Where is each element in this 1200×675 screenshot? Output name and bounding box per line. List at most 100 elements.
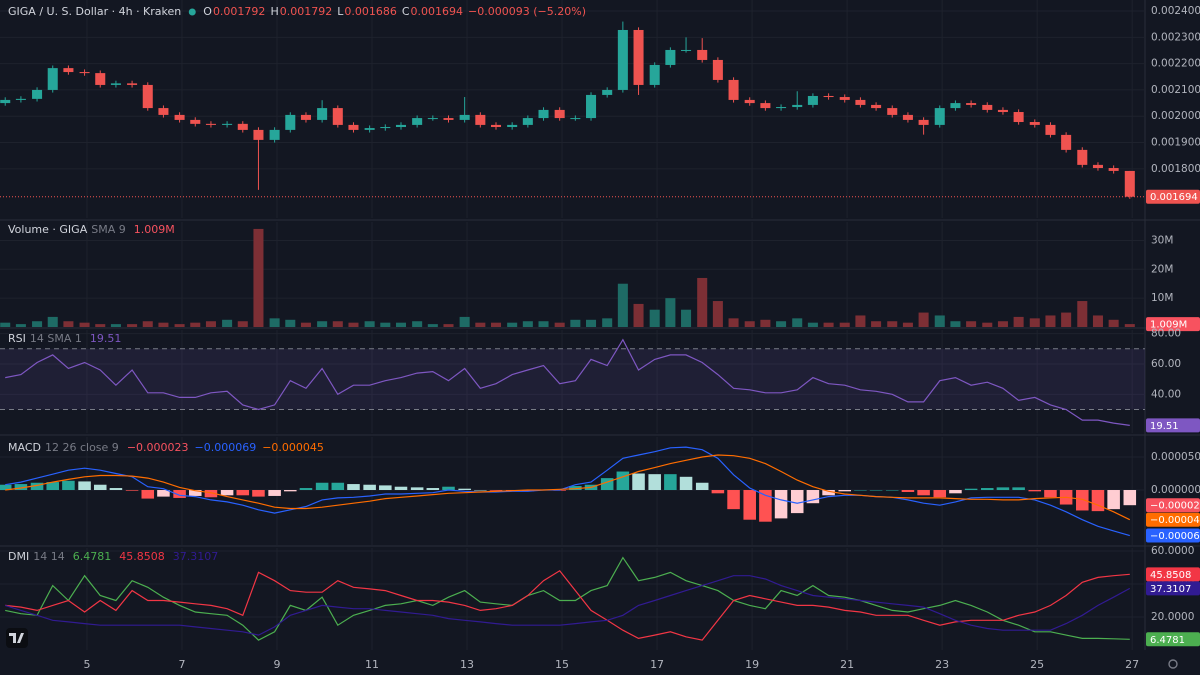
legend-text: 6.4781	[73, 550, 112, 563]
volume-bar	[633, 303, 644, 327]
legend-text: −0.000069	[195, 441, 257, 454]
volume-bar	[855, 315, 866, 327]
y-tick-label: 0.002300	[1151, 31, 1200, 43]
volume-bar	[15, 324, 26, 327]
macd-histogram-bar	[838, 490, 852, 492]
tradingview-logo	[6, 628, 28, 648]
price-tag-label: 0.001694	[1150, 192, 1198, 203]
x-tick-label: 25	[1030, 658, 1044, 671]
candle-body	[364, 128, 375, 130]
candle-body	[570, 118, 581, 120]
volume-bar	[142, 321, 153, 327]
macd-histogram-bar	[474, 490, 487, 491]
macd-line	[5, 446, 1130, 537]
status-dot	[188, 8, 196, 16]
y-tick-label: 0.001800	[1151, 163, 1200, 175]
settings-button[interactable]	[1168, 659, 1178, 669]
macd-histogram-bar	[220, 490, 234, 496]
macd-histogram-bar	[1107, 490, 1120, 510]
legend-text: 37.3107	[173, 550, 219, 563]
macd-histogram-bar	[917, 490, 930, 496]
candle-body	[697, 49, 708, 60]
volume-bar	[253, 228, 264, 327]
legend-text: RSI	[8, 332, 26, 345]
volume-bar	[1108, 319, 1119, 327]
y-tick-label: 0.000050	[1151, 451, 1200, 463]
volume-bar	[412, 321, 423, 327]
volume-bar	[285, 319, 296, 327]
candle-body	[443, 118, 454, 120]
macd-histogram-bar	[695, 482, 709, 491]
candle-body	[300, 114, 311, 120]
candle-body	[32, 89, 43, 99]
legend-text: 0.001792	[280, 5, 333, 18]
macd-histogram-bar	[0, 484, 12, 491]
volume-bar	[475, 322, 486, 327]
y-tick-label: 0.001900	[1151, 137, 1200, 149]
volume-bar	[174, 324, 185, 327]
candle-body	[649, 64, 660, 85]
macd-histogram-bar	[569, 486, 582, 491]
legend-text: H	[270, 5, 278, 18]
y-tick-label: 20M	[1151, 263, 1173, 275]
volume-bar	[602, 318, 613, 327]
gear-icon[interactable]	[1168, 659, 1178, 669]
candle-body	[950, 103, 961, 109]
volume-bar	[728, 318, 739, 327]
macd-histogram-bar	[648, 474, 661, 491]
candle-body	[1061, 134, 1072, 150]
logo-box	[6, 628, 28, 648]
volume-bar	[380, 322, 391, 327]
candle-body	[728, 79, 739, 100]
candle-body	[918, 119, 929, 125]
candle-body	[1077, 149, 1088, 165]
legend-text: 0.001686	[344, 5, 397, 18]
macd-histogram-bar	[822, 490, 835, 496]
candle-body	[776, 107, 787, 109]
macd-histogram-bar	[157, 490, 170, 497]
candle-body	[744, 99, 755, 104]
macd-histogram-bar	[964, 488, 978, 491]
macd-histogram-bar	[78, 481, 91, 491]
macd-histogram-bar	[331, 482, 345, 491]
volume-bar	[823, 322, 834, 327]
volume-bar	[443, 324, 454, 327]
macd-histogram-bar	[1028, 490, 1042, 492]
candle-body	[712, 59, 723, 80]
price-tag	[1146, 317, 1200, 332]
macd-histogram-bar	[664, 474, 677, 491]
macd-histogram-bar	[806, 490, 820, 504]
macd-histogram-bar	[14, 484, 28, 491]
price-tag	[1146, 189, 1200, 204]
candle-body	[602, 89, 613, 95]
volume-bar	[665, 298, 676, 327]
macd-histogram-bar	[284, 490, 297, 492]
macd-histogram-bar	[442, 486, 455, 491]
candle-body	[871, 104, 882, 109]
legend-text: 19.51	[90, 332, 122, 345]
macd-histogram-bar	[410, 487, 424, 491]
macd-histogram-bar	[315, 482, 329, 491]
candle-body	[1108, 168, 1119, 171]
volume-bar	[760, 319, 771, 327]
macd-histogram-bar	[759, 490, 772, 522]
price-tag	[1146, 512, 1200, 527]
legend-text: 45.8508	[119, 550, 165, 563]
volume-bar	[1013, 316, 1024, 327]
y-tick-label: 0.002100	[1151, 84, 1200, 96]
candle-body	[205, 123, 216, 125]
y-tick-label: 80.00	[1151, 328, 1181, 340]
macd-histogram-bar	[743, 490, 756, 520]
macd-histogram-bar	[252, 490, 265, 497]
macd-histogram-bar	[204, 490, 218, 498]
y-tick-label: 30M	[1151, 234, 1173, 246]
price-tag	[1146, 581, 1200, 596]
legend-text: −0.000045	[262, 441, 324, 454]
volume-bar	[459, 316, 470, 327]
indicator-line	[5, 338, 1130, 426]
volume-bar	[1061, 312, 1072, 327]
macd-histogram-bar	[46, 482, 60, 491]
volume-bar	[1124, 324, 1135, 327]
volume-bar	[158, 322, 169, 327]
price-tag-label: 19.51	[1150, 421, 1179, 432]
